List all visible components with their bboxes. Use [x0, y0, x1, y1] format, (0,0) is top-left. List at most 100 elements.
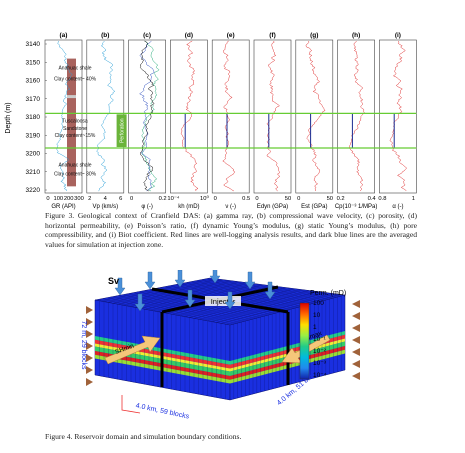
- x-tick-label: 0: [214, 196, 217, 202]
- boundary-triangle: [86, 306, 93, 314]
- boundary-triangle: [352, 300, 360, 308]
- colorbar-tick-label: 10: [313, 312, 321, 319]
- x-tick-label: 0.4: [368, 196, 377, 202]
- panel-letter: (c): [143, 32, 151, 39]
- dimension-label: 4.0 km, 59 blocks: [135, 402, 190, 420]
- boundary-triangle: [86, 378, 93, 386]
- y-tick-label: 3160: [26, 78, 41, 85]
- y-tick-label: 3140: [26, 41, 41, 48]
- log-curve: [139, 40, 155, 192]
- lithology-column: [67, 58, 76, 187]
- colorbar-tick-label: 10⁻¹: [313, 336, 327, 343]
- y-tick-label: 3170: [26, 96, 41, 103]
- x-tick-label: 1: [412, 196, 415, 202]
- load-arrow: [264, 281, 276, 300]
- panel-frame: [337, 39, 375, 194]
- x-tick-label: 10⁰: [200, 195, 209, 202]
- panel-letter: (h): [352, 32, 360, 39]
- boundary-triangle: [86, 354, 93, 362]
- panel-letter: (e): [227, 32, 235, 39]
- perforation-box: [116, 114, 127, 148]
- log-curve: [180, 40, 199, 192]
- y-tick-label: 3220: [26, 187, 41, 194]
- panel-letter: (a): [60, 32, 68, 39]
- load-arrow: [224, 291, 236, 310]
- panel-letter: (g): [310, 32, 318, 39]
- x-axis-label: Cp(10⁻³ 1/MPa): [335, 204, 378, 210]
- x-tick-label: 50: [285, 196, 291, 202]
- injector-box: [205, 296, 241, 306]
- annotation: Clay content~15%: [55, 133, 96, 139]
- boundary-triangle: [352, 312, 360, 320]
- panel-letter: (i): [395, 32, 401, 39]
- axis-arrow: [121, 395, 141, 414]
- boundary-triangle: [352, 372, 360, 380]
- sv-label: Sv: [108, 276, 119, 286]
- perforation-label: Perforation: [120, 118, 126, 143]
- x-tick-label: 0: [46, 196, 49, 202]
- injector-label: Injector: [211, 297, 236, 306]
- y-tick-label: 3210: [26, 169, 41, 176]
- colorbar-tick-label: 10⁻⁴: [313, 372, 327, 379]
- lithology-gap: [67, 95, 76, 99]
- x-tick-label: 6: [119, 196, 122, 202]
- x-axis-label: Edyn (GPa): [257, 204, 288, 210]
- x-tick-label: 2: [88, 196, 91, 202]
- boundary-triangle: [86, 366, 93, 374]
- annotation: Sandstone: [63, 126, 87, 132]
- colorbar: [299, 302, 310, 380]
- grid-line: [220, 293, 337, 324]
- stress-arrow: [104, 335, 161, 365]
- x-tick-label: 200: [64, 196, 74, 202]
- x-tick-label: 4: [104, 196, 108, 202]
- load-arrow: [114, 277, 126, 296]
- colorbar-tick-label: 1: [313, 324, 317, 331]
- panel-frame: [379, 39, 417, 194]
- panel-frame: [170, 39, 208, 194]
- log-curve: [305, 40, 326, 192]
- panel-frame: [128, 39, 166, 194]
- y-tick-label: 3200: [26, 151, 41, 158]
- caption: Figure 4. Reservoir domain and simulatio…: [45, 432, 242, 441]
- log-curve: [222, 40, 236, 192]
- annotation: Anahuac shale: [58, 66, 91, 72]
- boundary-triangle: [352, 336, 360, 344]
- x-tick-label: 100: [53, 196, 63, 202]
- annotation: Tuscaloosa: [62, 118, 88, 124]
- boundary-triangle: [86, 330, 93, 338]
- x-tick-label: 0.2: [159, 196, 167, 202]
- log-curve: [141, 40, 160, 192]
- load-arrow: [184, 289, 196, 308]
- x-tick-label: 0.2: [337, 196, 345, 202]
- load-arrow: [209, 270, 221, 284]
- grid-line: [225, 294, 341, 325]
- grid-line: [216, 293, 332, 323]
- y-axis-label: Depth (m): [5, 102, 12, 133]
- annotation: Clay content~ 40%: [54, 77, 97, 83]
- annotation: Clay content~ 30%: [54, 171, 97, 177]
- y-tick-label: 3150: [26, 59, 41, 66]
- colorbar-title: Perm. (mD): [310, 290, 346, 297]
- x-tick-label: 0: [297, 196, 300, 202]
- panel-letter: (b): [101, 32, 109, 39]
- x-tick-label: 0: [255, 196, 258, 202]
- load-arrow: [134, 293, 146, 312]
- annotation: Anahuac shale: [58, 162, 91, 168]
- log-curve: [96, 40, 116, 192]
- x-tick-label: 300: [74, 196, 84, 202]
- figure-3: Depth (m) 3140 3150 3160 3170 3180 3190 3200 32…: [5, 32, 417, 210]
- log-curve: [348, 40, 365, 192]
- load-arrow: [144, 271, 156, 290]
- boundary-triangle: [352, 348, 360, 356]
- x-axis-label: kh (mD): [178, 204, 199, 210]
- log-curve: [56, 40, 73, 192]
- grid-line: [207, 292, 323, 321]
- boundary-triangle: [352, 360, 360, 368]
- load-arrow: [244, 271, 256, 290]
- panel-frame: [253, 39, 292, 194]
- colorbar-tick-label: 10⁻²: [313, 348, 327, 355]
- x-axis-label: Vp (km/s): [92, 204, 118, 210]
- y-tick-label: 3180: [26, 114, 41, 121]
- boundary-triangle: [86, 318, 93, 326]
- panel-frame: [44, 39, 83, 194]
